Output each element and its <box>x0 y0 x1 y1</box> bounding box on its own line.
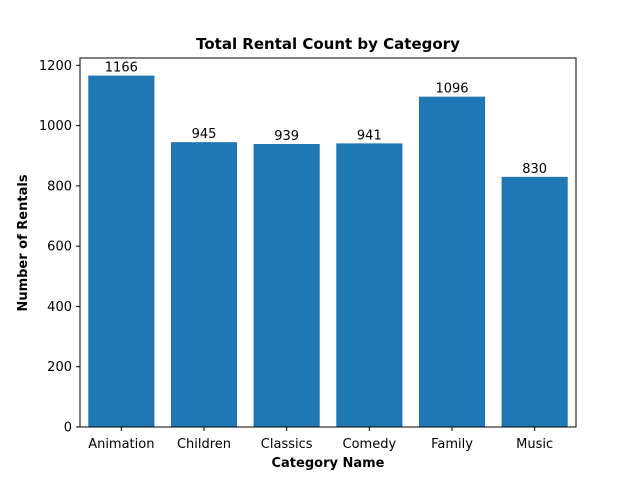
y-tick-label-1000: 1000 <box>39 119 72 134</box>
x-axis-label: Category Name <box>271 456 384 471</box>
y-axis-label: Number of Rentals <box>16 174 31 311</box>
bar-value-label-family: 1096 <box>435 82 468 97</box>
x-tick-label-comedy: Comedy <box>343 437 397 452</box>
bar-music <box>501 176 568 427</box>
bar-labels-group: 1166 945 939 941 1096 830 <box>105 61 547 177</box>
bars-group <box>88 75 568 428</box>
bar-children <box>170 142 238 427</box>
y-tick-label-0: 0 <box>64 421 72 436</box>
y-tick-label-600: 600 <box>47 240 72 255</box>
bar-classics <box>253 143 320 428</box>
x-tick-label-family: Family <box>431 437 473 452</box>
x-tick-label-animation: Animation <box>88 437 154 452</box>
bar-family <box>418 96 486 428</box>
y-tick-label-800: 800 <box>47 179 72 194</box>
y-tick-label-400: 400 <box>47 300 72 315</box>
x-tick-label-music: Music <box>516 437 553 452</box>
y-tick-label-200: 200 <box>47 360 72 375</box>
plot-area: 1166 945 939 941 1096 830 0 200 400 600 800 1000 12… <box>39 57 577 452</box>
bar-value-label-comedy: 941 <box>357 128 382 143</box>
y-axis: 0 200 400 600 800 1000 1200 <box>39 59 80 436</box>
bar-value-label-classics: 939 <box>274 129 299 144</box>
plot-frame <box>79 57 577 428</box>
bar-animation <box>88 75 155 428</box>
x-axis: Animation Children Classics Comedy Family Mus… <box>88 427 553 452</box>
bar-value-label-children: 945 <box>192 127 217 142</box>
chart-title: Total Rental Count by Category <box>196 35 460 53</box>
bar-comedy <box>336 143 403 428</box>
bar-value-label-animation: 1166 <box>105 61 138 76</box>
x-tick-label-children: Children <box>177 437 231 452</box>
bar-value-label-music: 830 <box>522 162 547 177</box>
y-tick-label-1200: 1200 <box>39 59 72 74</box>
x-tick-label-classics: Classics <box>261 437 313 452</box>
